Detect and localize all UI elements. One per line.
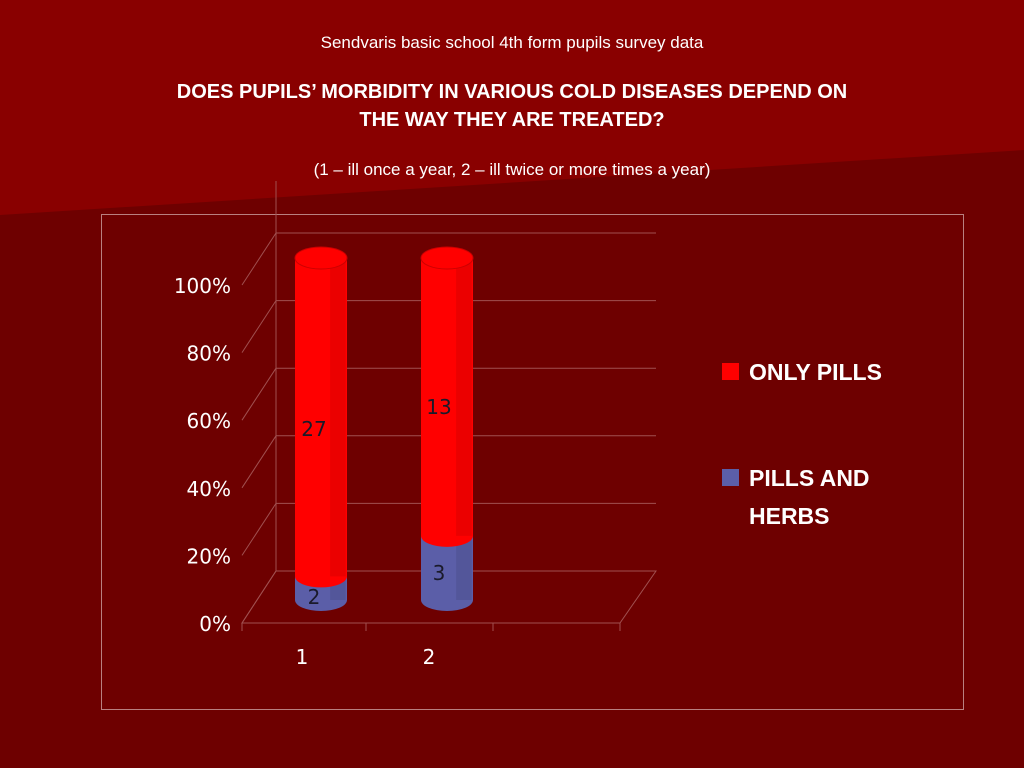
- data-label: 27: [301, 417, 326, 441]
- x-tick-label: 1: [296, 645, 309, 669]
- x-tick-label: 2: [423, 645, 436, 669]
- y-tick-label: 40%: [187, 477, 231, 501]
- side-wall-gridline: [241, 300, 277, 353]
- cylinder-shade: [456, 258, 472, 536]
- data-label: 2: [308, 585, 321, 609]
- bar-segment-only-pills-2: [420, 246, 474, 547]
- side-wall-gridline: [241, 367, 277, 421]
- chart-axes: 0% 20% 40% 60% 80% 100% 1 2: [174, 274, 621, 669]
- cylinder-body: [421, 535, 473, 611]
- bar-segment-pills-and-herbs-2: [421, 535, 473, 611]
- legend-label-only-pills: ONLY PILLS: [749, 359, 882, 385]
- y-tick-label: 0%: [199, 612, 231, 636]
- chart-data-labels: 2 27 3 13: [301, 395, 451, 609]
- legend-label-pills-and-herbs: PILLS AND HERBS: [749, 465, 870, 529]
- chart-floor: [241, 570, 657, 624]
- cylinder-body: [421, 258, 473, 547]
- chart-bars: [294, 246, 474, 611]
- slide-title: DOES PUPILS’ MORBIDITY IN VARIOUS COLD D…: [0, 78, 1024, 134]
- cylinder-body: [295, 258, 347, 588]
- side-wall-gridline: [241, 435, 277, 489]
- y-tick-label: 60%: [187, 409, 231, 433]
- bar-segment-only-pills-1: [294, 246, 348, 588]
- side-wall-gridline: [241, 232, 277, 286]
- legend-swatch-only-pills: [722, 363, 739, 380]
- cylinder-top-cap: [294, 246, 348, 270]
- slide-subtitle: Sendvaris basic school 4th form pupils s…: [320, 33, 704, 52]
- cylinder-shade: [330, 258, 346, 577]
- cylinder-shade: [456, 535, 472, 600]
- side-wall-gridline: [241, 503, 277, 556]
- data-label: 13: [426, 395, 451, 419]
- legend-swatch-pills-and-herbs: [722, 469, 739, 486]
- slide-title-line-1: DOES PUPILS’ MORBIDITY IN VARIOUS COLD D…: [176, 81, 848, 103]
- y-tick-label: 100%: [174, 274, 231, 298]
- y-tick-label: 20%: [187, 544, 231, 568]
- y-tick-label: 80%: [187, 342, 231, 366]
- chart-area: [101, 214, 964, 710]
- slide-title-line-2: THE WAY THEY ARE TREATED?: [359, 109, 665, 131]
- slide-note: (1 – ill once a year, 2 – ill twice or m…: [313, 160, 711, 179]
- cylinder-top-cap: [420, 246, 474, 270]
- data-label: 3: [433, 561, 446, 585]
